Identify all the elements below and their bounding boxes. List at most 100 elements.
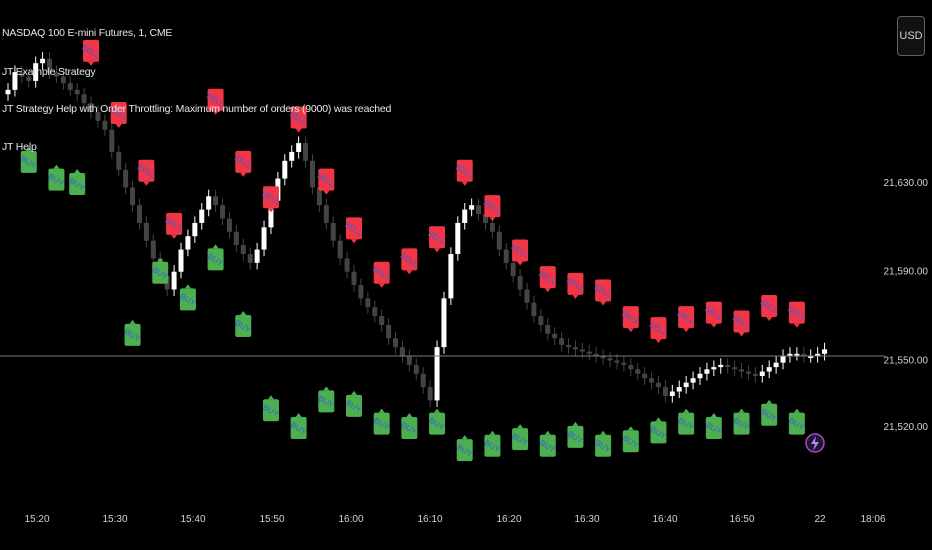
- candle: [676, 380, 682, 399]
- candle: [143, 216, 149, 248]
- candle: [330, 216, 336, 248]
- candle: [19, 65, 25, 84]
- candle: [323, 198, 329, 230]
- candle: [88, 96, 94, 119]
- candle: [337, 234, 343, 266]
- candle: [780, 349, 786, 370]
- time-tick-label: 16:10: [417, 514, 442, 525]
- candle: [745, 364, 751, 381]
- candle: [476, 198, 482, 221]
- time-axis[interactable]: 15:20 15:30 15:40 15:50 16:00 16:10 16:20 16:30…: [24, 514, 885, 525]
- candle: [503, 242, 509, 270]
- currency-button[interactable]: USD: [897, 16, 925, 56]
- candle: [178, 242, 184, 279]
- time-tick-label: 18:06: [860, 514, 885, 525]
- candle: [600, 349, 606, 365]
- candle: [226, 211, 232, 239]
- candle: [261, 220, 267, 257]
- candle: [351, 265, 357, 292]
- candle: [130, 180, 136, 212]
- buy-signal-label: BUY: [372, 408, 391, 435]
- price-axis[interactable]: 21,630.00 21,590.00 21,550.00 21,520.00: [884, 178, 929, 433]
- candle: [220, 198, 226, 226]
- time-tick-label: 16:50: [729, 514, 754, 525]
- candle: [545, 318, 551, 341]
- buy-signal-label: BUY: [289, 413, 308, 439]
- candle: [60, 69, 66, 90]
- candle: [739, 362, 745, 379]
- candle: [289, 145, 295, 168]
- candle: [365, 291, 371, 314]
- buy-signal-label: BUY: [68, 169, 87, 195]
- candle: [33, 56, 39, 88]
- candle: [538, 309, 544, 332]
- sell-signal-label: SELL: [398, 248, 420, 275]
- lightning-icon[interactable]: [805, 433, 825, 453]
- candle: [524, 282, 530, 310]
- candle: [40, 52, 46, 70]
- candle: [393, 331, 399, 354]
- legend-strategy[interactable]: JT Example Strategy: [2, 66, 96, 78]
- sell-signal-label: SELL: [80, 39, 102, 66]
- buy-signal-label: BUY: [787, 408, 807, 435]
- buy-signal-label: BUY: [621, 426, 640, 453]
- sell-signal-label: SELL: [620, 306, 642, 333]
- buy-signal-label: BUY: [483, 430, 502, 457]
- candle: [787, 347, 793, 363]
- buy-signal-label: BUY: [234, 310, 253, 337]
- candle: [517, 269, 523, 297]
- candle: [136, 198, 142, 230]
- time-tick-label: 16:30: [574, 514, 599, 525]
- candle: [282, 154, 288, 186]
- candle: [192, 216, 198, 243]
- candle: [47, 52, 53, 79]
- candle: [566, 338, 572, 354]
- buy-signal-label: BUY: [704, 413, 724, 439]
- buy-signal-label: BUY: [123, 319, 142, 346]
- price-tick-label: 21,520.00: [884, 422, 929, 433]
- time-tick-label: 22: [814, 514, 826, 525]
- candle: [725, 358, 731, 374]
- buy-signal-label: BUY: [566, 421, 585, 448]
- candle: [213, 189, 219, 212]
- sell-signal-label: SELL: [592, 279, 614, 306]
- candle: [247, 247, 253, 270]
- sell-signal-label: SELL: [731, 310, 752, 337]
- sell-signal-label: SELL: [454, 159, 476, 186]
- legend-symbol[interactable]: NASDAQ 100 E-mini Futures, 1, CME: [2, 27, 173, 39]
- buy-signal-label: BUY: [178, 284, 198, 311]
- buy-signal-label: BUY: [206, 244, 225, 271]
- candle: [586, 344, 592, 361]
- sell-signal-label: SELL: [703, 301, 725, 328]
- candle: [496, 225, 502, 257]
- candle: [649, 371, 655, 390]
- candle: [732, 360, 738, 376]
- candle: [67, 76, 73, 97]
- buy-signal-label: BUY: [538, 430, 557, 457]
- candle: [413, 358, 419, 381]
- sell-signal-label: SELL: [648, 317, 669, 344]
- candle: [801, 347, 807, 363]
- buy-signal-label: BUY: [400, 413, 419, 439]
- candle: [455, 216, 461, 261]
- candle: [635, 362, 641, 381]
- candle: [628, 358, 634, 376]
- candle: [116, 145, 122, 177]
- candle: [773, 356, 779, 374]
- sell-signal-label: SELL: [343, 217, 365, 244]
- sell-signal-label: SELL: [509, 239, 531, 266]
- candle: [462, 202, 468, 230]
- candle: [171, 265, 177, 297]
- buy-signal-label: BUY: [344, 390, 364, 417]
- legend-help[interactable]: JT Help: [2, 141, 37, 153]
- candle: [150, 234, 156, 266]
- candle: [448, 247, 454, 305]
- buy-signal-label: BUY: [427, 408, 447, 435]
- buy-signal-label: BUY: [261, 395, 281, 422]
- candle: [441, 291, 447, 354]
- candle: [233, 225, 239, 252]
- candle: [386, 318, 392, 345]
- sell-signal-label: SELL: [315, 168, 337, 195]
- legend-warning: JT Strategy Help with Order Throttling: …: [2, 103, 392, 115]
